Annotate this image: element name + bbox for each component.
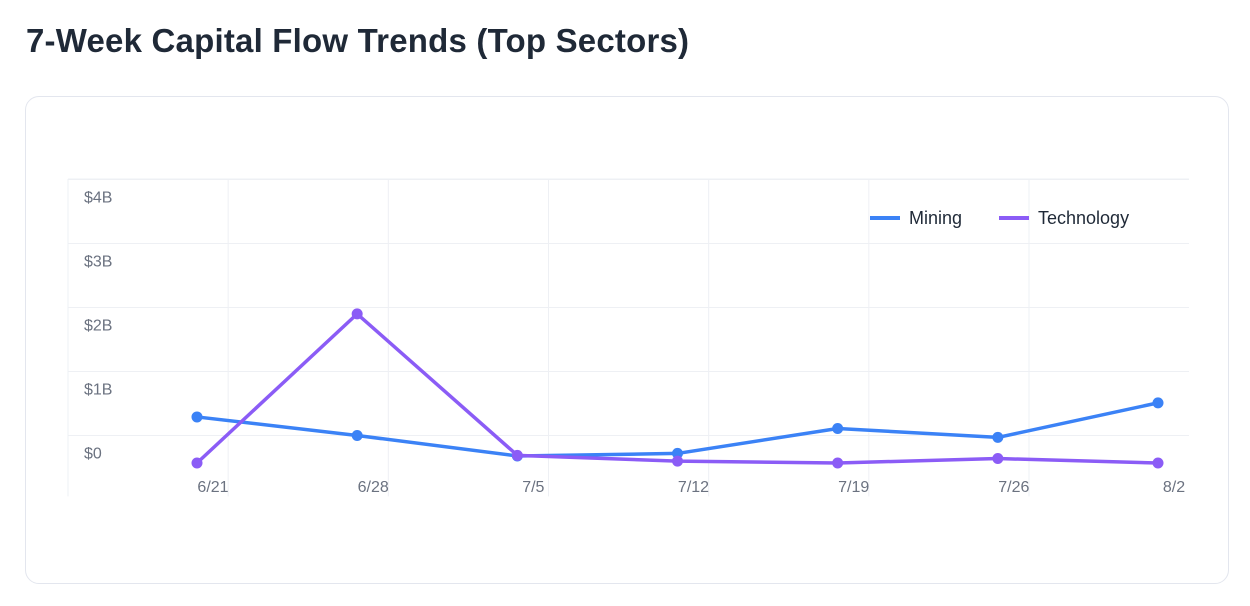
y-tick-label: $4B <box>84 190 112 207</box>
data-point-technology[interactable] <box>191 457 203 469</box>
chart-legend: Mining Technology <box>870 208 1129 228</box>
data-point-mining[interactable] <box>1152 397 1164 409</box>
y-tick-label: $3B <box>84 254 112 271</box>
chart-grid <box>67 178 1189 497</box>
data-point-technology[interactable] <box>511 449 523 461</box>
page-title: 7-Week Capital Flow Trends (Top Sectors) <box>26 22 690 59</box>
y-tick-label: $2B <box>84 318 112 335</box>
x-tick-label: 6/21 <box>197 479 228 496</box>
legend-label-technology[interactable]: Technology <box>1038 208 1129 228</box>
data-point-technology[interactable] <box>832 457 844 469</box>
chart-series <box>191 308 1164 469</box>
x-tick-label: 6/28 <box>358 479 389 496</box>
x-tick-label: 7/5 <box>522 479 544 496</box>
data-point-mining[interactable] <box>832 422 844 434</box>
data-point-mining[interactable] <box>351 430 363 441</box>
data-point-technology[interactable] <box>672 455 683 467</box>
data-point-technology[interactable] <box>1152 457 1164 469</box>
data-point-mining[interactable] <box>191 411 203 423</box>
chart-card: $0 $1B $2B $3B $4B 6/21 6/28 7/5 7/12 7/19 7/26 8/… <box>25 96 1229 584</box>
data-point-technology[interactable] <box>351 308 363 320</box>
y-axis: $0 $1B $2B $3B $4B <box>84 190 112 463</box>
x-tick-label: 7/26 <box>998 479 1029 496</box>
x-tick-label: 7/19 <box>838 479 869 496</box>
line-chart: $0 $1B $2B $3B $4B 6/21 6/28 7/5 7/12 7/19 7/26 8/… <box>67 178 1189 497</box>
x-axis: 6/21 6/28 7/5 7/12 7/19 7/26 8/2 <box>197 479 1185 496</box>
x-tick-label: 8/2 <box>1163 479 1185 496</box>
series-line-technology <box>195 312 1160 465</box>
y-tick-label: $1B <box>84 382 112 399</box>
x-tick-label: 7/12 <box>678 479 709 496</box>
data-point-mining[interactable] <box>672 447 683 459</box>
data-point-mining[interactable] <box>992 431 1004 443</box>
legend-label-mining[interactable]: Mining <box>909 208 962 228</box>
data-point-technology[interactable] <box>992 453 1004 465</box>
y-tick-label: $0 <box>84 446 102 463</box>
